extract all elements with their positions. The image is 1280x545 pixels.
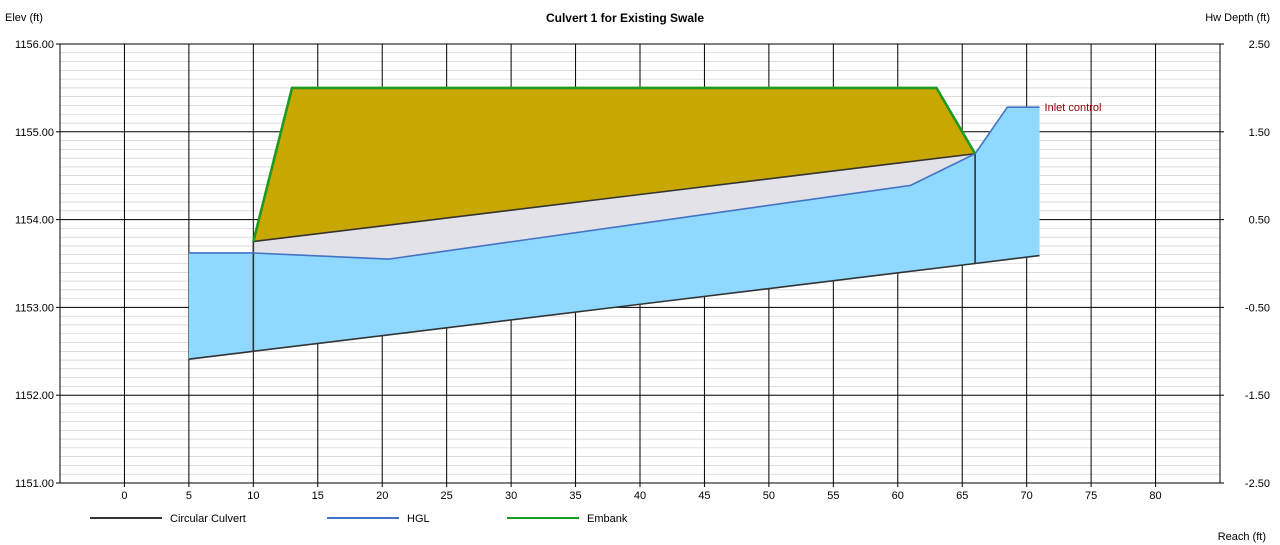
y-left-tick-label: 1152.00 <box>15 390 54 402</box>
x-tick-label: 50 <box>763 490 775 502</box>
x-tick-label: 60 <box>892 490 904 502</box>
x-tick-label: 5 <box>186 490 192 502</box>
hgl-line <box>188 106 1040 260</box>
embank-line <box>252 86 977 242</box>
y-left-tick-label: 1154.00 <box>15 215 54 227</box>
x-tick-label: 25 <box>441 490 453 502</box>
legend-label-2: HGL <box>407 513 430 525</box>
water-area <box>188 107 1040 360</box>
x-tick-labels: 0 5 10 15 20 25 30 35 40 45 50 55 60 65 70 75 80 <box>121 483 1162 502</box>
embankment-area <box>253 87 976 242</box>
y-right-tick-label: 2.50 <box>1249 39 1270 51</box>
y-left-tick-label: 1151.00 <box>15 478 54 490</box>
chart-title: Culvert 1 for Existing Swale <box>546 11 704 25</box>
legend-label-1: Circular Culvert <box>170 513 246 525</box>
plot-areas <box>188 87 1040 360</box>
culvert-invert-line <box>188 254 1040 360</box>
x-tick-label: 15 <box>312 490 324 502</box>
x-tick-label: 75 <box>1085 490 1097 502</box>
annotations: Inlet control <box>1045 102 1102 114</box>
x-axis-label: Reach (ft) <box>1218 531 1266 543</box>
y-left-tick-label: 1156.00 <box>15 39 54 51</box>
y-right-tick-label: -2.50 <box>1245 478 1270 490</box>
y-right-tick-labels: 2.50 1.50 0.50 -0.50 -1.50 -2.50 <box>1220 39 1270 490</box>
x-tick-label: 20 <box>376 490 388 502</box>
x-tick-label: 30 <box>505 490 517 502</box>
x-tick-label: 65 <box>956 490 968 502</box>
y-axis-right-label: Hw Depth (ft) <box>1205 12 1270 24</box>
x-tick-label: 55 <box>827 490 839 502</box>
x-tick-label: 80 <box>1149 490 1161 502</box>
culvert-barrel-area <box>253 153 976 260</box>
y-right-tick-label: 0.50 <box>1249 215 1270 227</box>
x-tick-label: 10 <box>247 490 259 502</box>
x-tick-label: 35 <box>569 490 581 502</box>
x-tick-label: 70 <box>1021 490 1033 502</box>
y-left-tick-label: 1153.00 <box>15 302 54 314</box>
y-right-tick-label: -1.50 <box>1245 390 1270 402</box>
legend: Circular Culvert HGL Embank <box>90 513 628 525</box>
series-lines <box>188 86 1040 360</box>
y-left-tick-labels: 1156.00 1155.00 1154.00 1153.00 1152.00 1151.… <box>15 39 60 490</box>
y-axis-left-label: Elev (ft) <box>5 12 43 24</box>
inlet-control-annotation: Inlet control <box>1045 102 1102 114</box>
y-right-tick-label: 1.50 <box>1249 127 1270 139</box>
culvert-crown-line <box>253 152 976 243</box>
x-tick-label: 45 <box>698 490 710 502</box>
y-left-tick-label: 1155.00 <box>15 127 54 139</box>
legend-label-3: Embank <box>587 513 628 525</box>
x-tick-label: 40 <box>634 490 646 502</box>
y-right-tick-label: -0.50 <box>1245 302 1270 314</box>
x-tick-label: 0 <box>121 490 127 502</box>
